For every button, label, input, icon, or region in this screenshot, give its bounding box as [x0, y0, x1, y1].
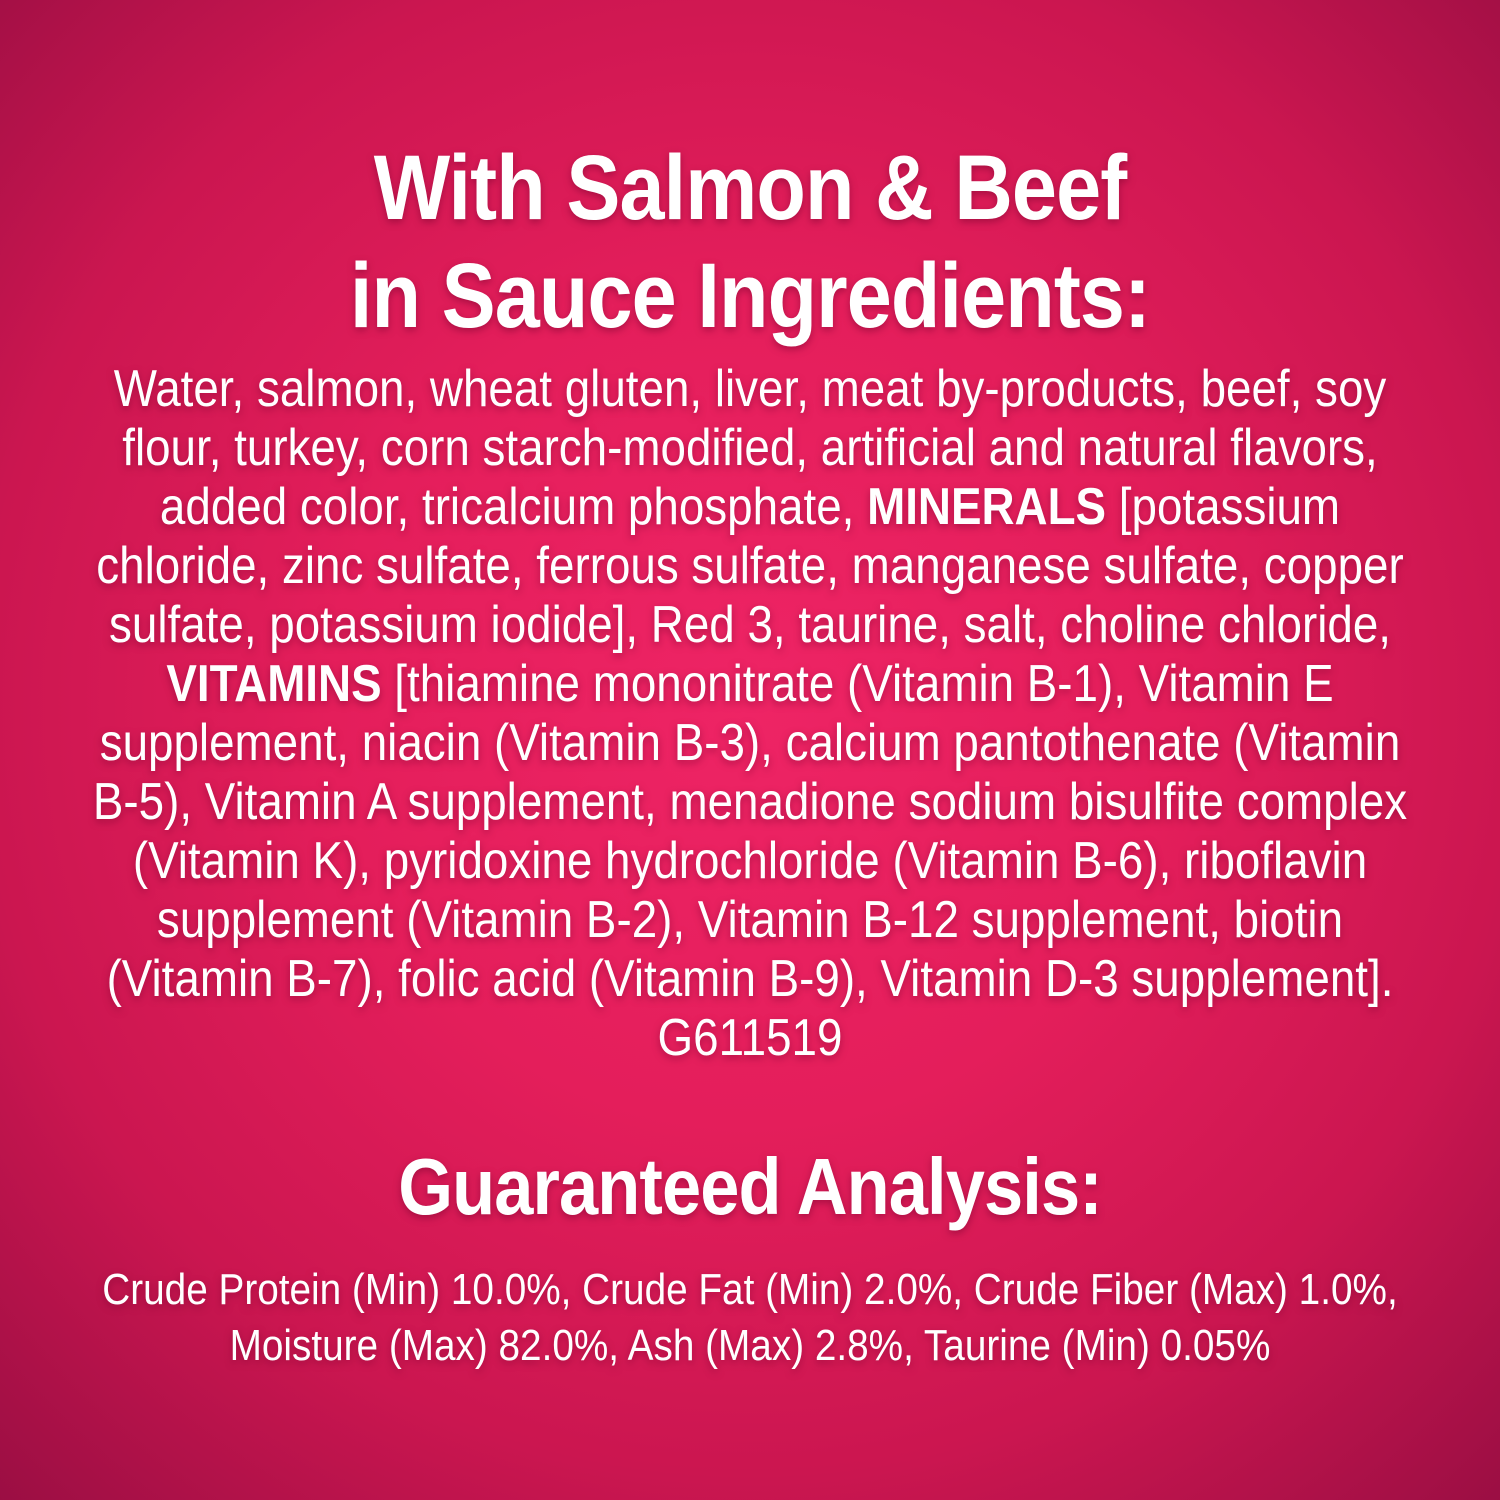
guaranteed-analysis-line-2: Moisture (Max) 82.0%, Ash (Max) 2.8%, Ta… [229, 1321, 1271, 1370]
ingredient-text: G611519 [657, 1009, 843, 1067]
ingredient-text: (Vitamin K), pyridoxine hydrochloride (V… [132, 832, 1368, 890]
ingredient-text: chloride, zinc sulfate, ferrous sulfate,… [96, 537, 1404, 595]
ingredients-line: sulfate, potassium iodide], Red 3, tauri… [90, 596, 1410, 655]
ingredients-line: flour, turkey, corn starch-modified, art… [90, 419, 1410, 478]
ingredient-text: [thiamine mononitrate (Vitamin B-1), Vit… [381, 655, 1334, 713]
ingredients-line: supplement, niacin (Vitamin B-3), calciu… [90, 714, 1410, 773]
product-title-line-1: With Salmon & Beef [373, 137, 1127, 239]
ingredient-group-bold: VITAMINS [166, 655, 382, 713]
product-title-line-2: in Sauce Ingredients: [349, 245, 1151, 347]
ingredients-line: chloride, zinc sulfate, ferrous sulfate,… [90, 537, 1410, 596]
ingredient-text: Water, salmon, wheat gluten, liver, meat… [113, 360, 1387, 418]
ingredient-text: supplement (Vitamin B-2), Vitamin B-12 s… [156, 891, 1344, 949]
ingredients-paragraph: Water, salmon, wheat gluten, liver, meat… [90, 360, 1410, 1068]
ingredient-text: B-5), Vitamin A supplement, menadione so… [92, 773, 1408, 831]
ingredients-line: (Vitamin K), pyridoxine hydrochloride (V… [90, 832, 1410, 891]
ingredients-line: Water, salmon, wheat gluten, liver, meat… [90, 360, 1410, 419]
product-title: With Salmon & Beef in Sauce Ingredients: [90, 134, 1410, 350]
ingredients-line: supplement (Vitamin B-2), Vitamin B-12 s… [90, 891, 1410, 950]
ingredient-group-bold: MINERALS [867, 478, 1107, 536]
guaranteed-analysis-line-1: Crude Protein (Min) 10.0%, Crude Fat (Mi… [102, 1265, 1398, 1314]
ingredients-line: B-5), Vitamin A supplement, menadione so… [90, 773, 1410, 832]
ingredient-text: supplement, niacin (Vitamin B-3), calciu… [99, 714, 1401, 772]
ingredients-line: VITAMINS [thiamine mononitrate (Vitamin … [90, 655, 1410, 714]
guaranteed-analysis-values: Crude Protein (Min) 10.0%, Crude Fat (Mi… [90, 1262, 1410, 1374]
ingredient-text: added color, tricalcium phosphate, [159, 478, 868, 536]
ingredients-line: G611519 [90, 1009, 1410, 1068]
ingredient-text: [potassium [1106, 478, 1341, 536]
ingredients-line: (Vitamin B-7), folic acid (Vitamin B-9),… [90, 950, 1410, 1009]
guaranteed-analysis-heading: Guaranteed Analysis: [398, 1142, 1102, 1231]
ingredients-line: added color, tricalcium phosphate, MINER… [90, 478, 1410, 537]
ingredient-text: (Vitamin B-7), folic acid (Vitamin B-9),… [106, 950, 1394, 1008]
ingredient-text: sulfate, potassium iodide], Red 3, tauri… [109, 596, 1391, 654]
ingredient-text: flour, turkey, corn starch-modified, art… [122, 419, 1378, 477]
